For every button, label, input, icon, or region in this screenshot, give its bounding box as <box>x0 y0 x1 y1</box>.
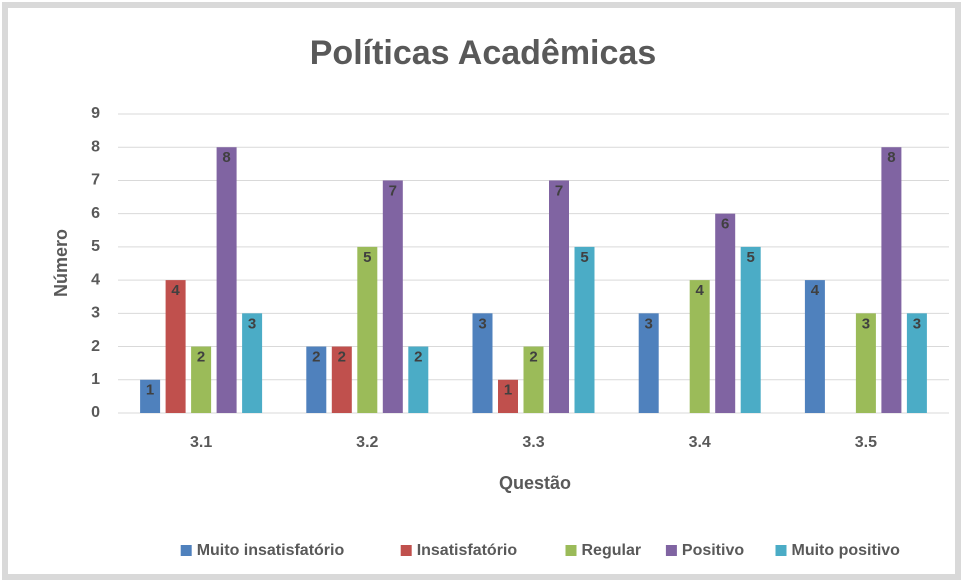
x-tick-label: 3.4 <box>689 434 711 451</box>
legend-swatch <box>400 545 412 556</box>
bar <box>689 280 710 413</box>
value-label: 7 <box>555 182 563 199</box>
y-tick-label: 8 <box>91 138 100 155</box>
legend-label: Muito positivo <box>792 542 901 559</box>
legend-swatch <box>775 545 787 556</box>
legend-swatch <box>565 545 577 556</box>
legend-swatch <box>180 545 192 556</box>
value-label: 4 <box>811 282 820 299</box>
bar <box>408 346 429 413</box>
value-label: 3 <box>478 315 486 332</box>
bar <box>216 147 237 413</box>
bar <box>140 379 161 413</box>
y-tick-label: 4 <box>91 271 100 288</box>
value-label: 5 <box>747 249 755 266</box>
value-label: 3 <box>645 315 653 332</box>
value-label: 5 <box>363 249 371 266</box>
bar <box>715 213 736 413</box>
chart-title: Políticas Acadêmicas <box>310 34 656 72</box>
bar <box>523 346 544 413</box>
value-label: 5 <box>580 249 588 266</box>
x-tick-label: 3.3 <box>522 434 544 451</box>
x-tick-label: 3.5 <box>855 434 877 451</box>
value-label: 8 <box>887 149 895 166</box>
bar <box>804 280 825 413</box>
legend-label: Insatisfatório <box>417 542 518 559</box>
value-label: 1 <box>146 382 154 399</box>
bar <box>740 246 761 413</box>
bar <box>242 313 263 413</box>
legend-label: Muito insatisfatório <box>197 542 345 559</box>
value-label: 7 <box>389 182 397 199</box>
y-tick-label: 3 <box>91 305 100 322</box>
y-tick-label: 1 <box>91 371 100 388</box>
bar <box>472 313 493 413</box>
bar <box>306 346 327 413</box>
x-tick-label: 3.1 <box>190 434 212 451</box>
value-label: 4 <box>171 282 180 299</box>
bar <box>906 313 927 413</box>
y-tick-label: 0 <box>91 404 100 421</box>
y-axis-label: Número <box>51 229 71 297</box>
value-label: 3 <box>913 315 921 332</box>
bar <box>191 346 212 413</box>
bar <box>549 180 569 413</box>
value-label: 8 <box>222 149 230 166</box>
bar <box>382 180 403 413</box>
value-label: 2 <box>529 349 537 366</box>
value-label: 3 <box>248 315 256 332</box>
bar <box>881 147 902 413</box>
bar <box>638 313 659 413</box>
value-label: 1 <box>504 382 512 399</box>
y-tick-label: 5 <box>91 238 100 255</box>
bar <box>855 313 876 413</box>
x-tick-label: 3.2 <box>356 434 378 451</box>
y-tick-label: 9 <box>91 105 100 122</box>
value-label: 2 <box>338 349 346 366</box>
value-label: 2 <box>197 349 205 366</box>
bar <box>357 246 378 413</box>
value-label: 2 <box>414 349 422 366</box>
x-axis-label: Questão <box>499 473 571 493</box>
bar <box>574 246 595 413</box>
legend-label: Regular <box>582 542 642 559</box>
legend-label: Positivo <box>682 542 744 559</box>
y-tick-label: 2 <box>91 338 100 355</box>
y-tick-label: 6 <box>91 205 100 222</box>
value-label: 3 <box>862 315 870 332</box>
value-label: 2 <box>312 349 320 366</box>
bar <box>498 379 518 413</box>
bar <box>165 280 186 413</box>
value-label: 6 <box>721 216 729 233</box>
y-tick-label: 7 <box>91 172 100 189</box>
value-label: 4 <box>696 282 705 299</box>
bar <box>331 346 352 413</box>
legend-swatch <box>665 545 677 556</box>
